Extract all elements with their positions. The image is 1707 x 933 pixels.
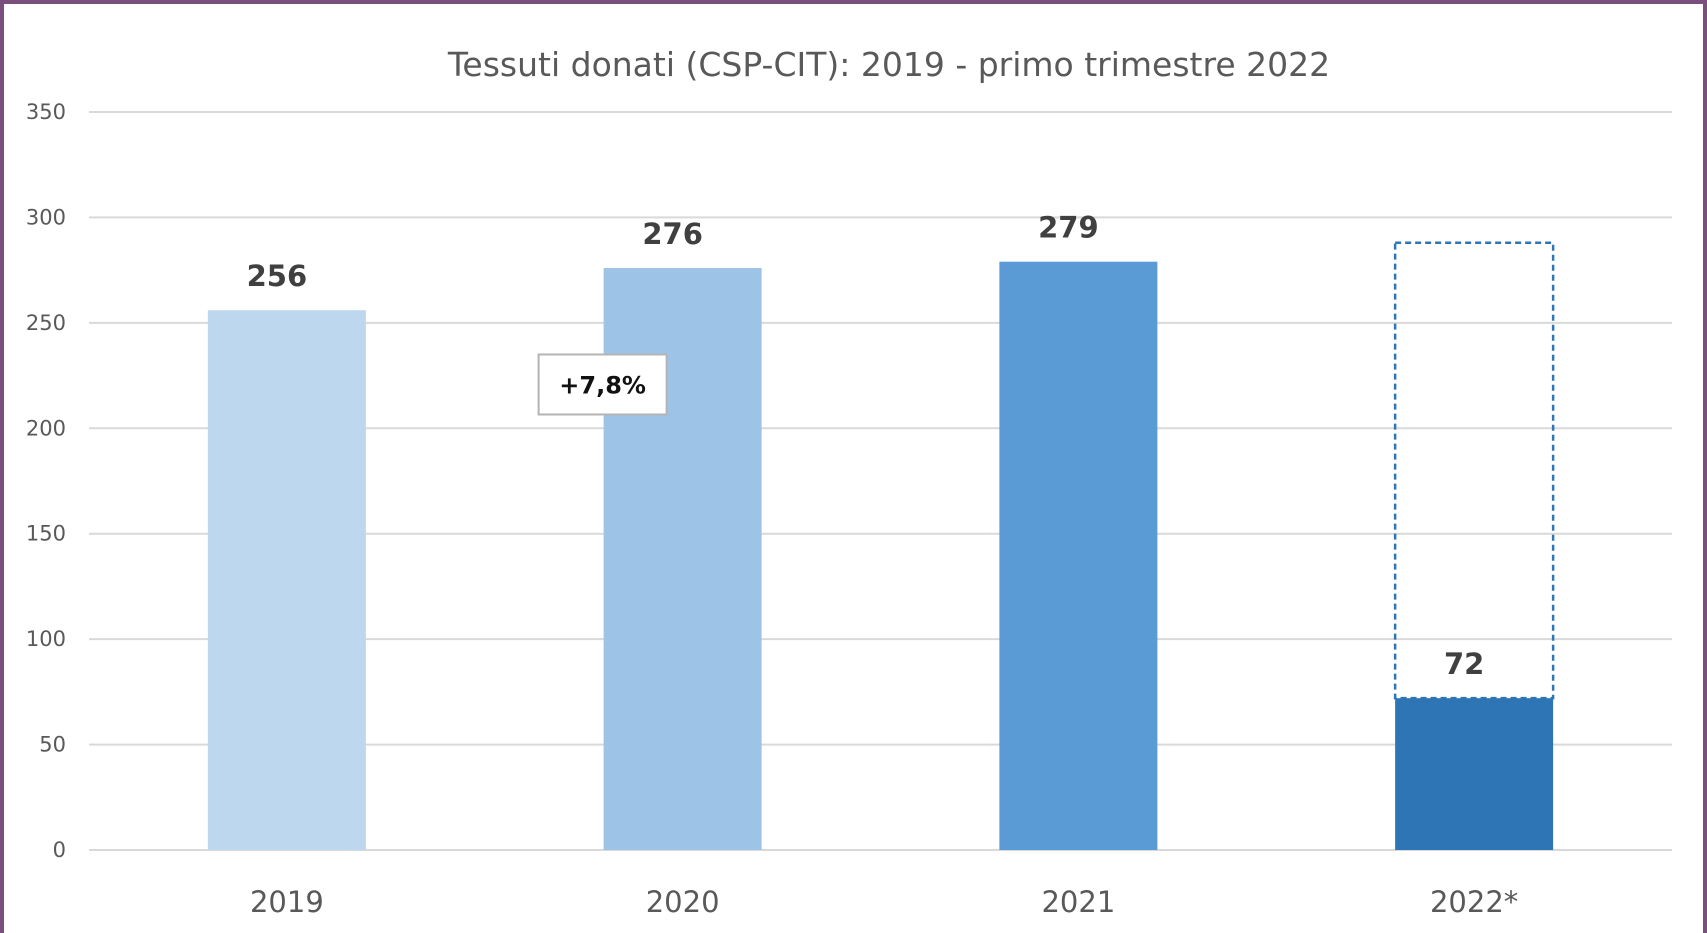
chart-frame: Tessuti donati (CSP-CIT): 2019 - primo t… xyxy=(4,4,1703,933)
bar-chart: Tessuti donati (CSP-CIT): 2019 - primo t… xyxy=(26,45,1672,919)
bar-2019 xyxy=(207,310,366,851)
y-tick-label: 200 xyxy=(26,416,66,440)
bar-2022 xyxy=(1395,698,1554,850)
growth-callout-box xyxy=(537,353,668,416)
y-axis: 0 50 100 150 200 250 300 350 xyxy=(26,100,66,862)
bar-2021 xyxy=(999,261,1158,850)
y-tick-label: 350 xyxy=(26,100,66,124)
x-tick-label: 2022* xyxy=(1430,885,1518,919)
data-labels: 256 276 279 72 xyxy=(247,211,1485,681)
projection-outline xyxy=(1393,241,1555,700)
x-axis: 2019 2020 2021 2022* xyxy=(250,885,1518,919)
y-tick-label: 0 xyxy=(53,838,66,862)
x-tick-label: 2020 xyxy=(646,885,720,919)
data-label: 256 xyxy=(247,259,308,293)
y-tick-label: 300 xyxy=(26,205,66,229)
data-label: 276 xyxy=(642,217,703,251)
data-label: 72 xyxy=(1444,647,1484,681)
x-tick-label: 2019 xyxy=(250,885,324,919)
y-tick-label: 150 xyxy=(26,522,66,546)
x-tick-label: 2021 xyxy=(1041,885,1115,919)
callout: +7,8% xyxy=(537,353,668,416)
y-tick-label: 250 xyxy=(26,311,66,335)
chart-title: Tessuti donati (CSP-CIT): 2019 - primo t… xyxy=(447,45,1330,84)
growth-callout-text: +7,8% xyxy=(559,371,646,399)
data-label: 279 xyxy=(1038,211,1099,245)
bars xyxy=(207,241,1555,851)
y-tick-label: 100 xyxy=(26,627,66,651)
y-tick-label: 50 xyxy=(39,733,66,757)
